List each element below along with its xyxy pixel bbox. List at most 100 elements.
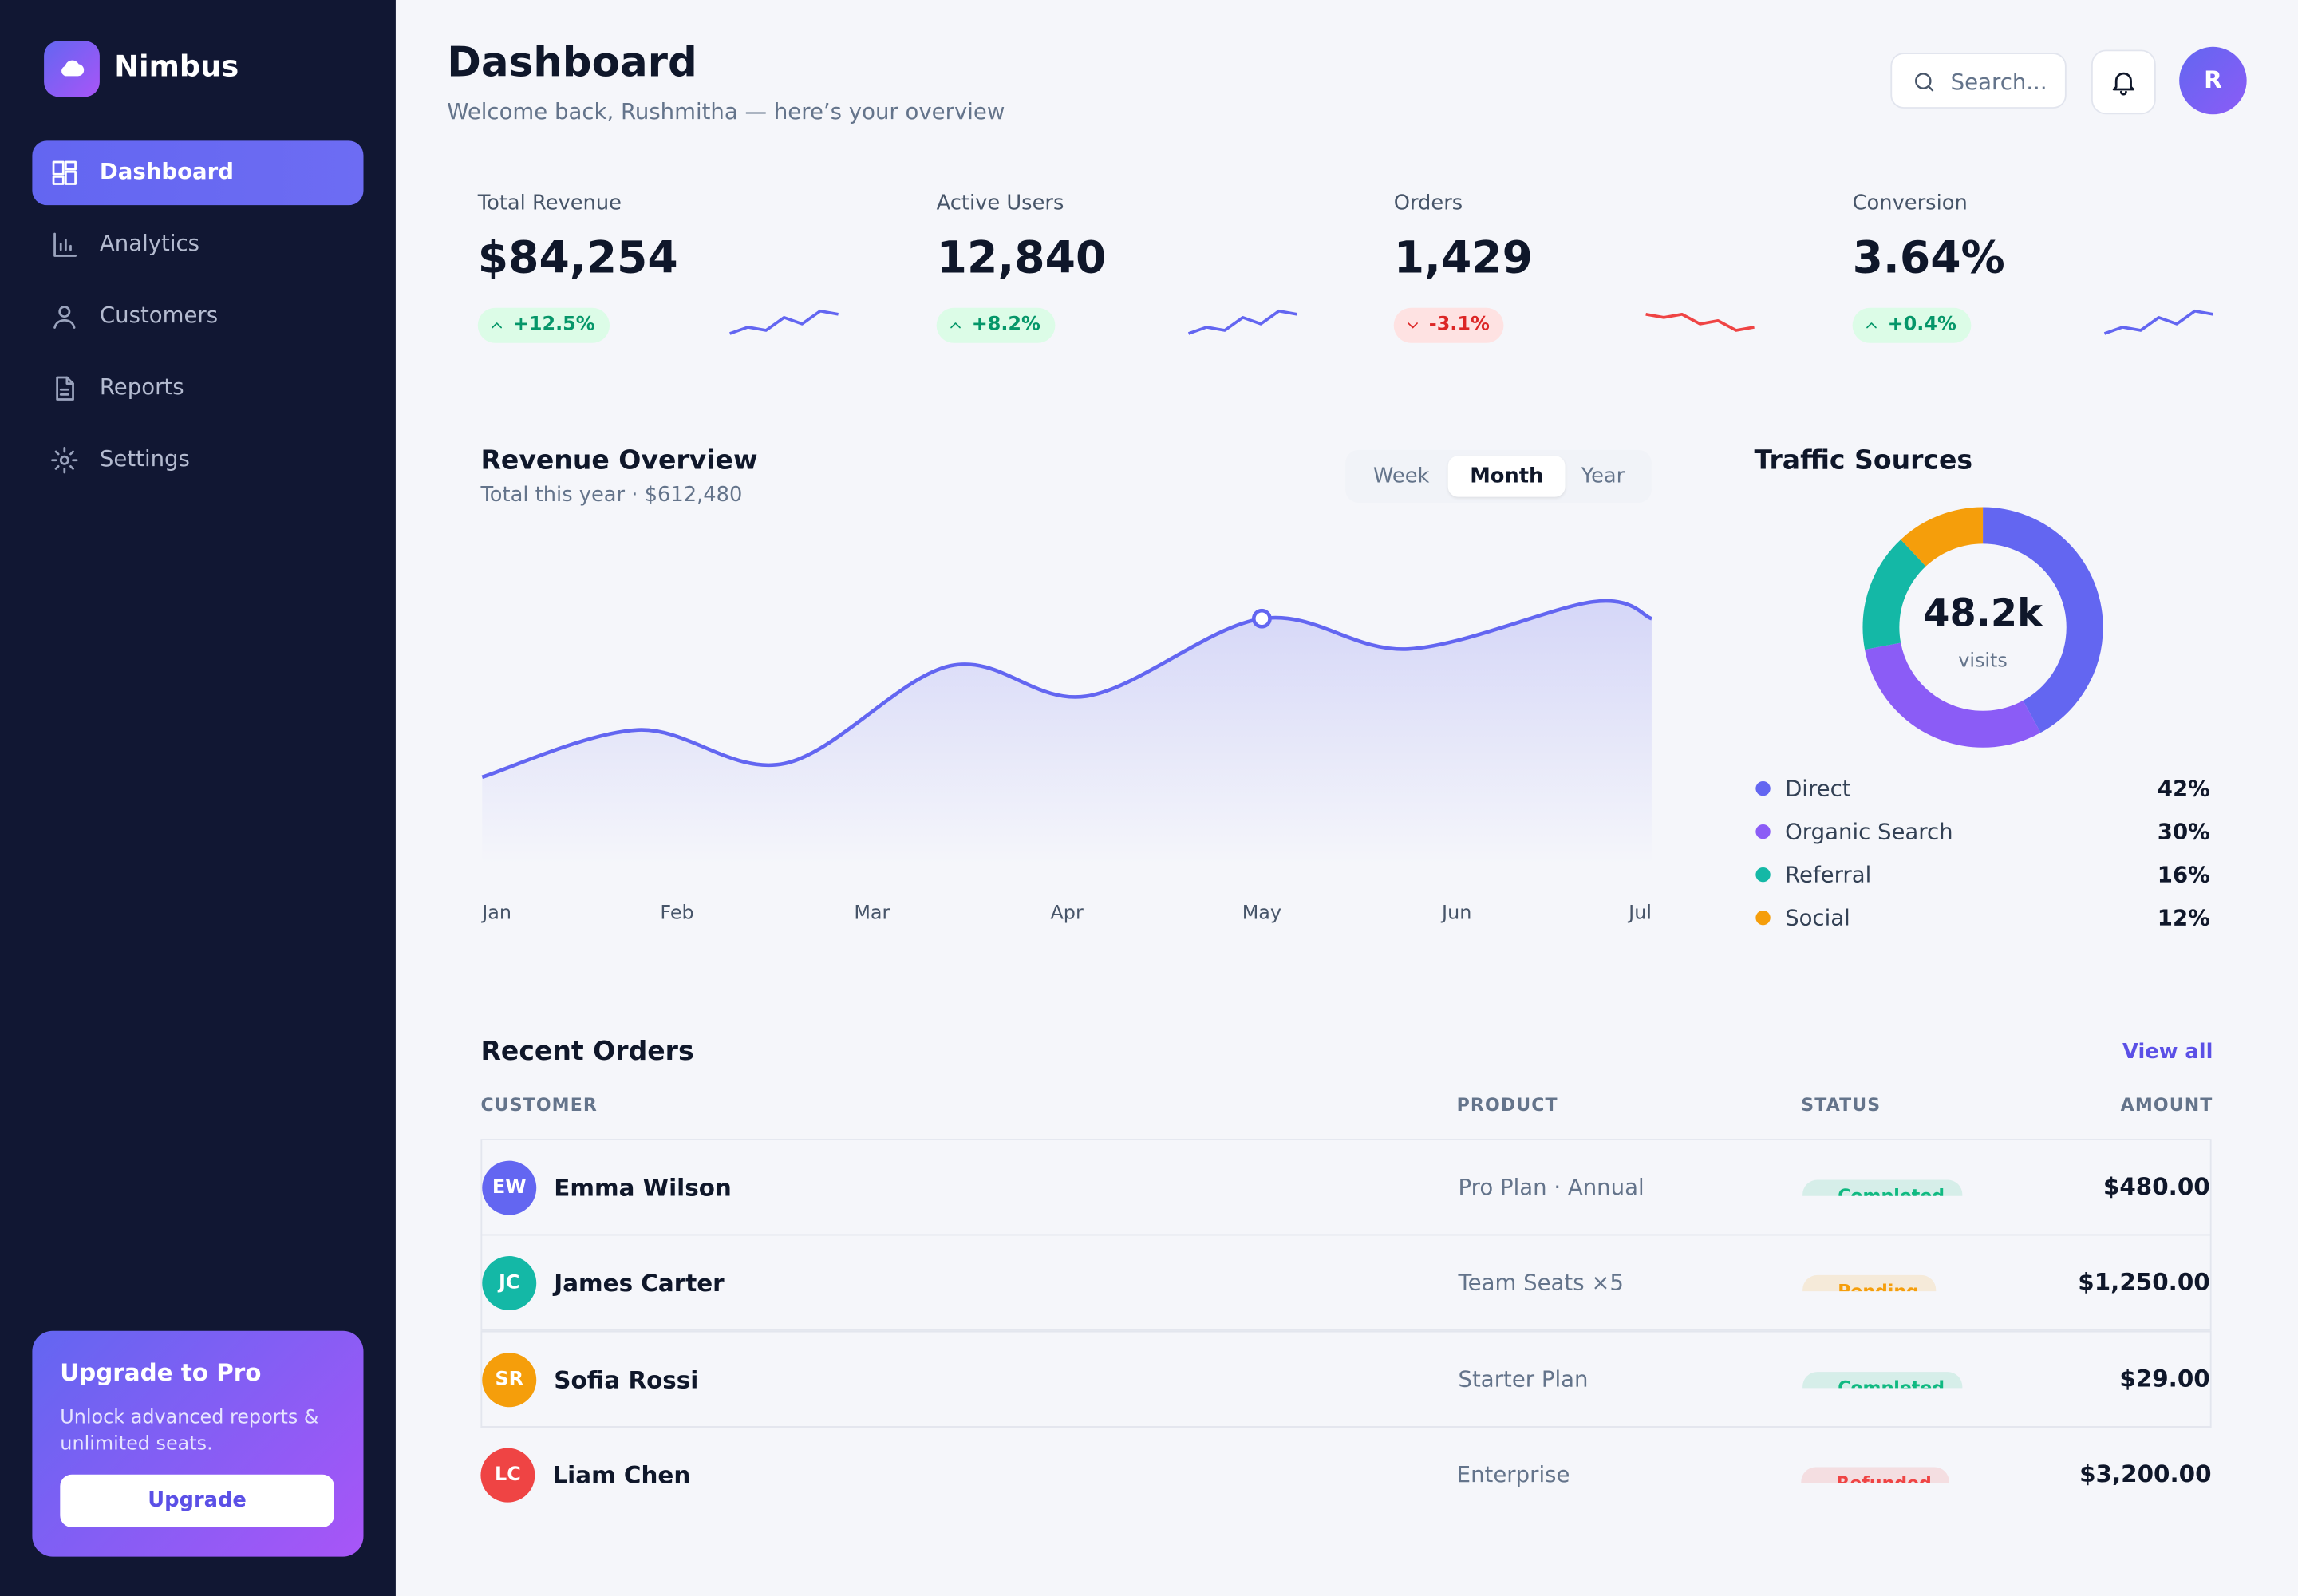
kpi-value: 12,840	[936, 233, 1107, 285]
legend-label: Direct	[1785, 776, 1851, 801]
sparkline-line	[1645, 312, 1755, 332]
chart-title: Revenue Overview	[480, 445, 758, 476]
kpi-change: +0.4%	[1852, 307, 1972, 343]
sparkline-line	[1187, 309, 1297, 335]
kpi-card card: Conversion 3.64% +0.4%	[1822, 164, 2247, 374]
brand: Nimbus	[114, 48, 239, 84]
legend-label: Referral	[1785, 862, 1871, 887]
product: Team Seats ×5	[1458, 1270, 1624, 1297]
status-text: Completed	[1838, 1185, 1945, 1196]
legend-value: 16%	[2158, 862, 2210, 887]
donut-segment	[1862, 507, 2103, 748]
nav-label: Customers	[99, 302, 219, 329]
chart-title: Traffic Sources	[1754, 445, 1973, 476]
icon	[52, 160, 77, 185]
upgrade-card: Upgrade to Pro Unlock advanced reports & …	[32, 1330, 364, 1557]
table-row: EW Emma Wilson Pro Plan · Annual Completed $…	[480, 1139, 2212, 1236]
table-row: JC James Carter Team Seats ×5 Pending $1,250…	[480, 1235, 2212, 1332]
chart-subtitle: Total this year · $612,480	[480, 484, 743, 508]
search-box[interactable]: Search...	[1890, 53, 2067, 109]
x-tick-label: Apr	[1050, 902, 1083, 924]
sparkline	[2103, 309, 2213, 335]
nav-item[interactable]: Dashboard	[32, 140, 364, 206]
donut-center-label: visits	[1958, 650, 2008, 672]
customer-name: Emma Wilson	[554, 1174, 732, 1203]
avatar[interactable]: R	[2179, 46, 2247, 115]
column-header: STATUS	[1801, 1095, 1881, 1116]
sparkline	[1645, 312, 1755, 332]
area	[482, 601, 1652, 865]
icon	[1915, 73, 1934, 92]
logo	[44, 41, 100, 97]
icon	[492, 322, 502, 329]
column-header: CUSTOMER	[480, 1095, 598, 1116]
nav-item[interactable]: Analytics	[32, 212, 363, 277]
upgrade-button[interactable]: Upgrade	[60, 1474, 334, 1527]
x-tick-label: Mar	[854, 902, 890, 924]
nav-label: Settings	[99, 445, 190, 472]
nav-label: Dashboard	[99, 158, 234, 185]
kpi-label: Active Users	[936, 192, 1064, 215]
customer-avatar: SR	[482, 1352, 537, 1407]
amount: $29.00	[2119, 1364, 2210, 1393]
highlight-point	[1252, 608, 1272, 629]
upgrade-title: Upgrade to Pro	[60, 1358, 262, 1387]
legend-label: Organic Search	[1785, 819, 1953, 844]
x-tick-label: Jun	[1440, 902, 1471, 924]
nav-item[interactable]: Reports	[32, 356, 363, 421]
nav-item[interactable]: Settings	[32, 428, 363, 492]
icon	[61, 60, 85, 77]
customer-name: James Carter	[554, 1270, 725, 1298]
legend-value: 42%	[2158, 776, 2210, 801]
icon	[53, 306, 76, 329]
page-title: Dashboard	[447, 38, 697, 87]
status-text: Pending	[1838, 1281, 1919, 1292]
table-row: LC Liam Chen Enterprise Refunded $3,200.00	[480, 1425, 2212, 1523]
status-text: Completed	[1838, 1377, 1945, 1388]
view-all-link[interactable]: View all	[2122, 1041, 2213, 1065]
kpi-change: +12.5%	[477, 307, 610, 343]
notifications[interactable]	[2091, 49, 2156, 115]
kpi-change: +8.2%	[936, 307, 1056, 343]
nav-label: Reports	[99, 373, 184, 401]
range-option[interactable]: Year	[1581, 464, 1625, 488]
search-placeholder: Search...	[1950, 69, 2047, 96]
kpi-card card: Active Users 12,840 +8.2%	[906, 164, 1331, 374]
amount: $1,250.00	[2078, 1268, 2210, 1297]
nav-item[interactable]: Customers	[32, 284, 363, 349]
status-text: Refunded	[1801, 1467, 1949, 1483]
status-badge: Completed	[1802, 1371, 1963, 1388]
kpi-label: Conversion	[1852, 192, 1968, 215]
donut-center-value: 48.2k	[1923, 591, 2043, 635]
range-option[interactable]: Month	[1447, 456, 1566, 497]
customer-name: Sofia Rossi	[554, 1365, 699, 1393]
amount: $3,200.00	[2079, 1460, 2212, 1488]
section-title: Recent Orders	[480, 1036, 694, 1068]
icon	[950, 322, 961, 329]
customer-name: Liam Chen	[552, 1460, 691, 1489]
product: Starter Plan	[1458, 1365, 1589, 1393]
kpi-value: 3.64%	[1852, 233, 2005, 285]
column-header: AMOUNT	[2120, 1095, 2213, 1116]
icon	[1408, 322, 1418, 329]
x-tick-label: May	[1242, 902, 1281, 924]
icon	[56, 376, 74, 401]
line	[481, 598, 1652, 780]
legend-value: 12%	[2158, 905, 2210, 930]
nav-label: Analytics	[99, 230, 200, 257]
donut-segment	[1862, 507, 2103, 748]
column-header: PRODUCT	[1456, 1095, 1558, 1116]
status-badge: Completed	[1802, 1179, 1963, 1196]
sparkline	[1187, 309, 1297, 335]
legend-dot	[1755, 780, 1771, 796]
kpi-label: Total Revenue	[477, 192, 622, 215]
x-tick-label: Jul	[1627, 902, 1652, 924]
page-subtitle: Welcome back, Rushmitha — here’s your ov…	[447, 98, 1005, 125]
kpi-card card: Total Revenue $84,254 +12.5%	[447, 164, 872, 374]
kpi-value: $84,254	[477, 233, 678, 285]
range-option[interactable]: Week	[1372, 464, 1430, 488]
amount: $480.00	[2103, 1172, 2210, 1201]
orders-card card: Recent Orders View all CUSTOMER PRODUCT STAT…	[447, 1005, 2245, 1543]
